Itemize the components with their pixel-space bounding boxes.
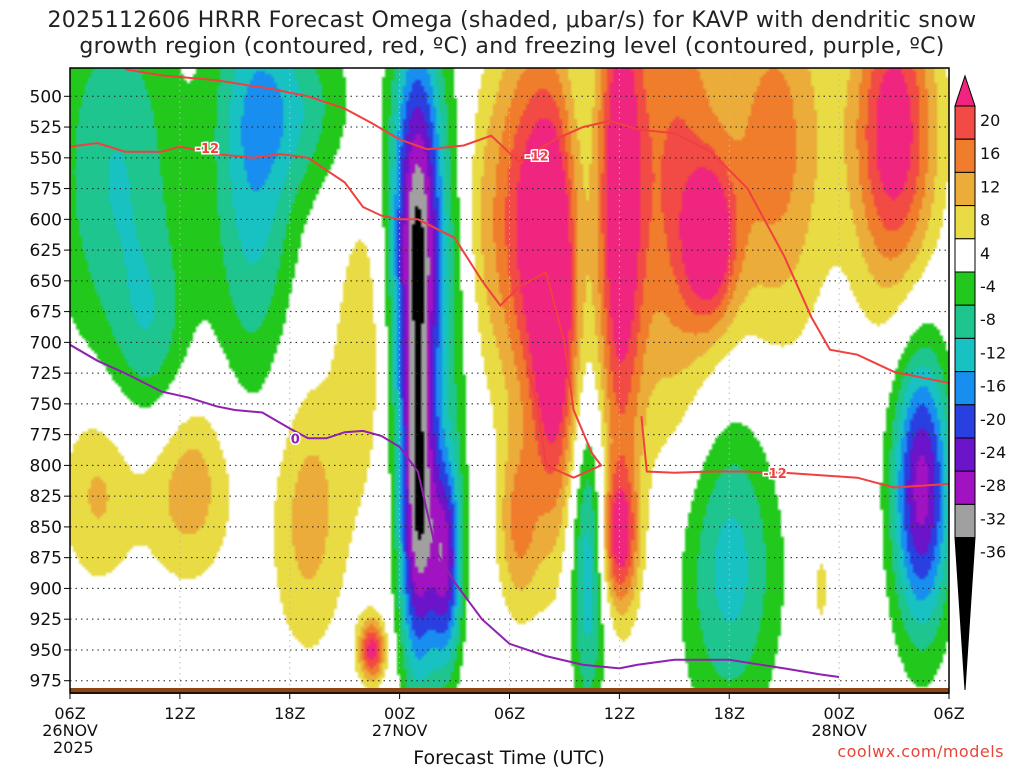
ytick-label-500: 500 <box>30 87 62 107</box>
dendritic-minus12-lower-line <box>70 141 603 479</box>
colorbar-label-3: 8 <box>980 211 990 230</box>
colorbar-box-4 <box>954 238 976 273</box>
chart-title-line2: growth region (contoured, red, ºC) and f… <box>79 34 945 59</box>
xtick-label-1-0: 12Z <box>164 704 195 723</box>
colorbar-box-7 <box>954 337 976 373</box>
xtick-label-0-0: 06Z <box>54 704 85 723</box>
ytick-label-950: 950 <box>30 641 62 661</box>
colorbar: 20 16 12 8 4 -4 -8 -12 -16 -20 -24 -28 -32 -36 <box>954 74 1006 691</box>
xtick-label-0-2: 2025 <box>53 738 94 757</box>
colorbar-box-9 <box>954 404 976 439</box>
xtick-label-3-1: 27NOV <box>372 721 428 740</box>
grid-lines <box>70 68 949 693</box>
freezing-level-0-line <box>70 343 840 678</box>
colorbar-box-5 <box>954 271 976 306</box>
colorbar-label-11: -28 <box>980 476 1006 495</box>
colorbar-label-9: -20 <box>980 410 1006 429</box>
dendritic-minus12-bottom-label: -12 <box>763 467 787 482</box>
credit-text: coolwx.com/models <box>837 742 1004 761</box>
ytick-label-675: 675 <box>30 303 62 323</box>
xtick-label-4-0: 06Z <box>494 704 525 723</box>
colorbar-label-6: -8 <box>980 310 996 329</box>
ytick-label-650: 650 <box>30 272 62 292</box>
freezing-level-0-label: 0 <box>291 432 300 447</box>
ytick-label-600: 600 <box>30 210 62 230</box>
ytick-label-875: 875 <box>30 549 62 569</box>
ytick-label-800: 800 <box>30 456 62 476</box>
colorbar-box-1 <box>954 138 976 173</box>
colorbar-box-3 <box>954 205 976 240</box>
ytick-label-750: 750 <box>30 395 62 415</box>
y-axis-ticks: 500 525 550 575 600 625 650 675 700 725 750 775 800 8… <box>30 87 70 692</box>
contour-lines: -12 -12 -12 0 <box>70 68 949 678</box>
x-axis-label: Forecast Time (UTC) <box>413 747 604 768</box>
colorbar-label-8: -16 <box>980 377 1006 396</box>
chart-title-line1: 2025112606 HRRR Forecast Omega (shaded, … <box>47 8 977 33</box>
ytick-label-575: 575 <box>30 180 62 200</box>
xtick-label-2-0: 18Z <box>274 704 305 723</box>
dendritic-minus12-lower-label: -12 <box>196 142 220 157</box>
ytick-label-850: 850 <box>30 518 62 538</box>
xtick-label-0-1: 26NOV <box>42 721 98 740</box>
xtick-label-8-0: 06Z <box>933 704 964 723</box>
ytick-label-700: 700 <box>30 333 62 353</box>
colorbar-label-4: 4 <box>980 244 990 263</box>
colorbar-bottom-arrow <box>954 537 976 691</box>
ytick-label-625: 625 <box>30 241 62 261</box>
colorbar-box-8 <box>954 371 976 406</box>
colorbar-top-arrow <box>954 74 976 107</box>
ytick-label-525: 525 <box>30 118 62 138</box>
colorbar-box-10 <box>954 437 976 472</box>
ytick-label-550: 550 <box>30 149 62 169</box>
colorbar-label-7: -12 <box>980 343 1006 362</box>
dendritic-minus12-upper-line <box>124 68 949 384</box>
colorbar-label-0: 20 <box>980 111 1000 130</box>
ytick-label-725: 725 <box>30 364 62 384</box>
colorbar-label-2: 12 <box>980 177 1000 196</box>
dendritic-minus12-upper-label: -12 <box>525 149 549 164</box>
ytick-label-900: 900 <box>30 579 62 599</box>
colorbar-label-13: -36 <box>980 543 1006 562</box>
colorbar-label-5: -4 <box>980 277 996 296</box>
colorbar-box-0 <box>954 105 976 140</box>
colorbar-label-10: -24 <box>980 443 1006 462</box>
xtick-label-5-0: 12Z <box>604 704 635 723</box>
colorbar-box-2 <box>954 171 976 207</box>
ytick-label-975: 975 <box>30 672 62 692</box>
ytick-label-775: 775 <box>30 426 62 446</box>
xtick-label-6-0: 18Z <box>714 704 745 723</box>
terrain-ground <box>70 688 949 694</box>
xtick-label-3-0: 00Z <box>384 704 415 723</box>
ytick-label-825: 825 <box>30 487 62 507</box>
colorbar-label-1: 16 <box>980 144 1000 163</box>
xtick-label-7-0: 00Z <box>823 704 854 723</box>
colorbar-box-6 <box>954 304 976 339</box>
xtick-label-7-1: 28NOV <box>811 721 867 740</box>
colorbar-box-11 <box>954 470 976 505</box>
colorbar-box-12 <box>954 503 976 539</box>
colorbar-label-12: -32 <box>980 509 1006 528</box>
ytick-label-925: 925 <box>30 610 62 630</box>
dendritic-minus12-bottom-line <box>640 416 949 489</box>
